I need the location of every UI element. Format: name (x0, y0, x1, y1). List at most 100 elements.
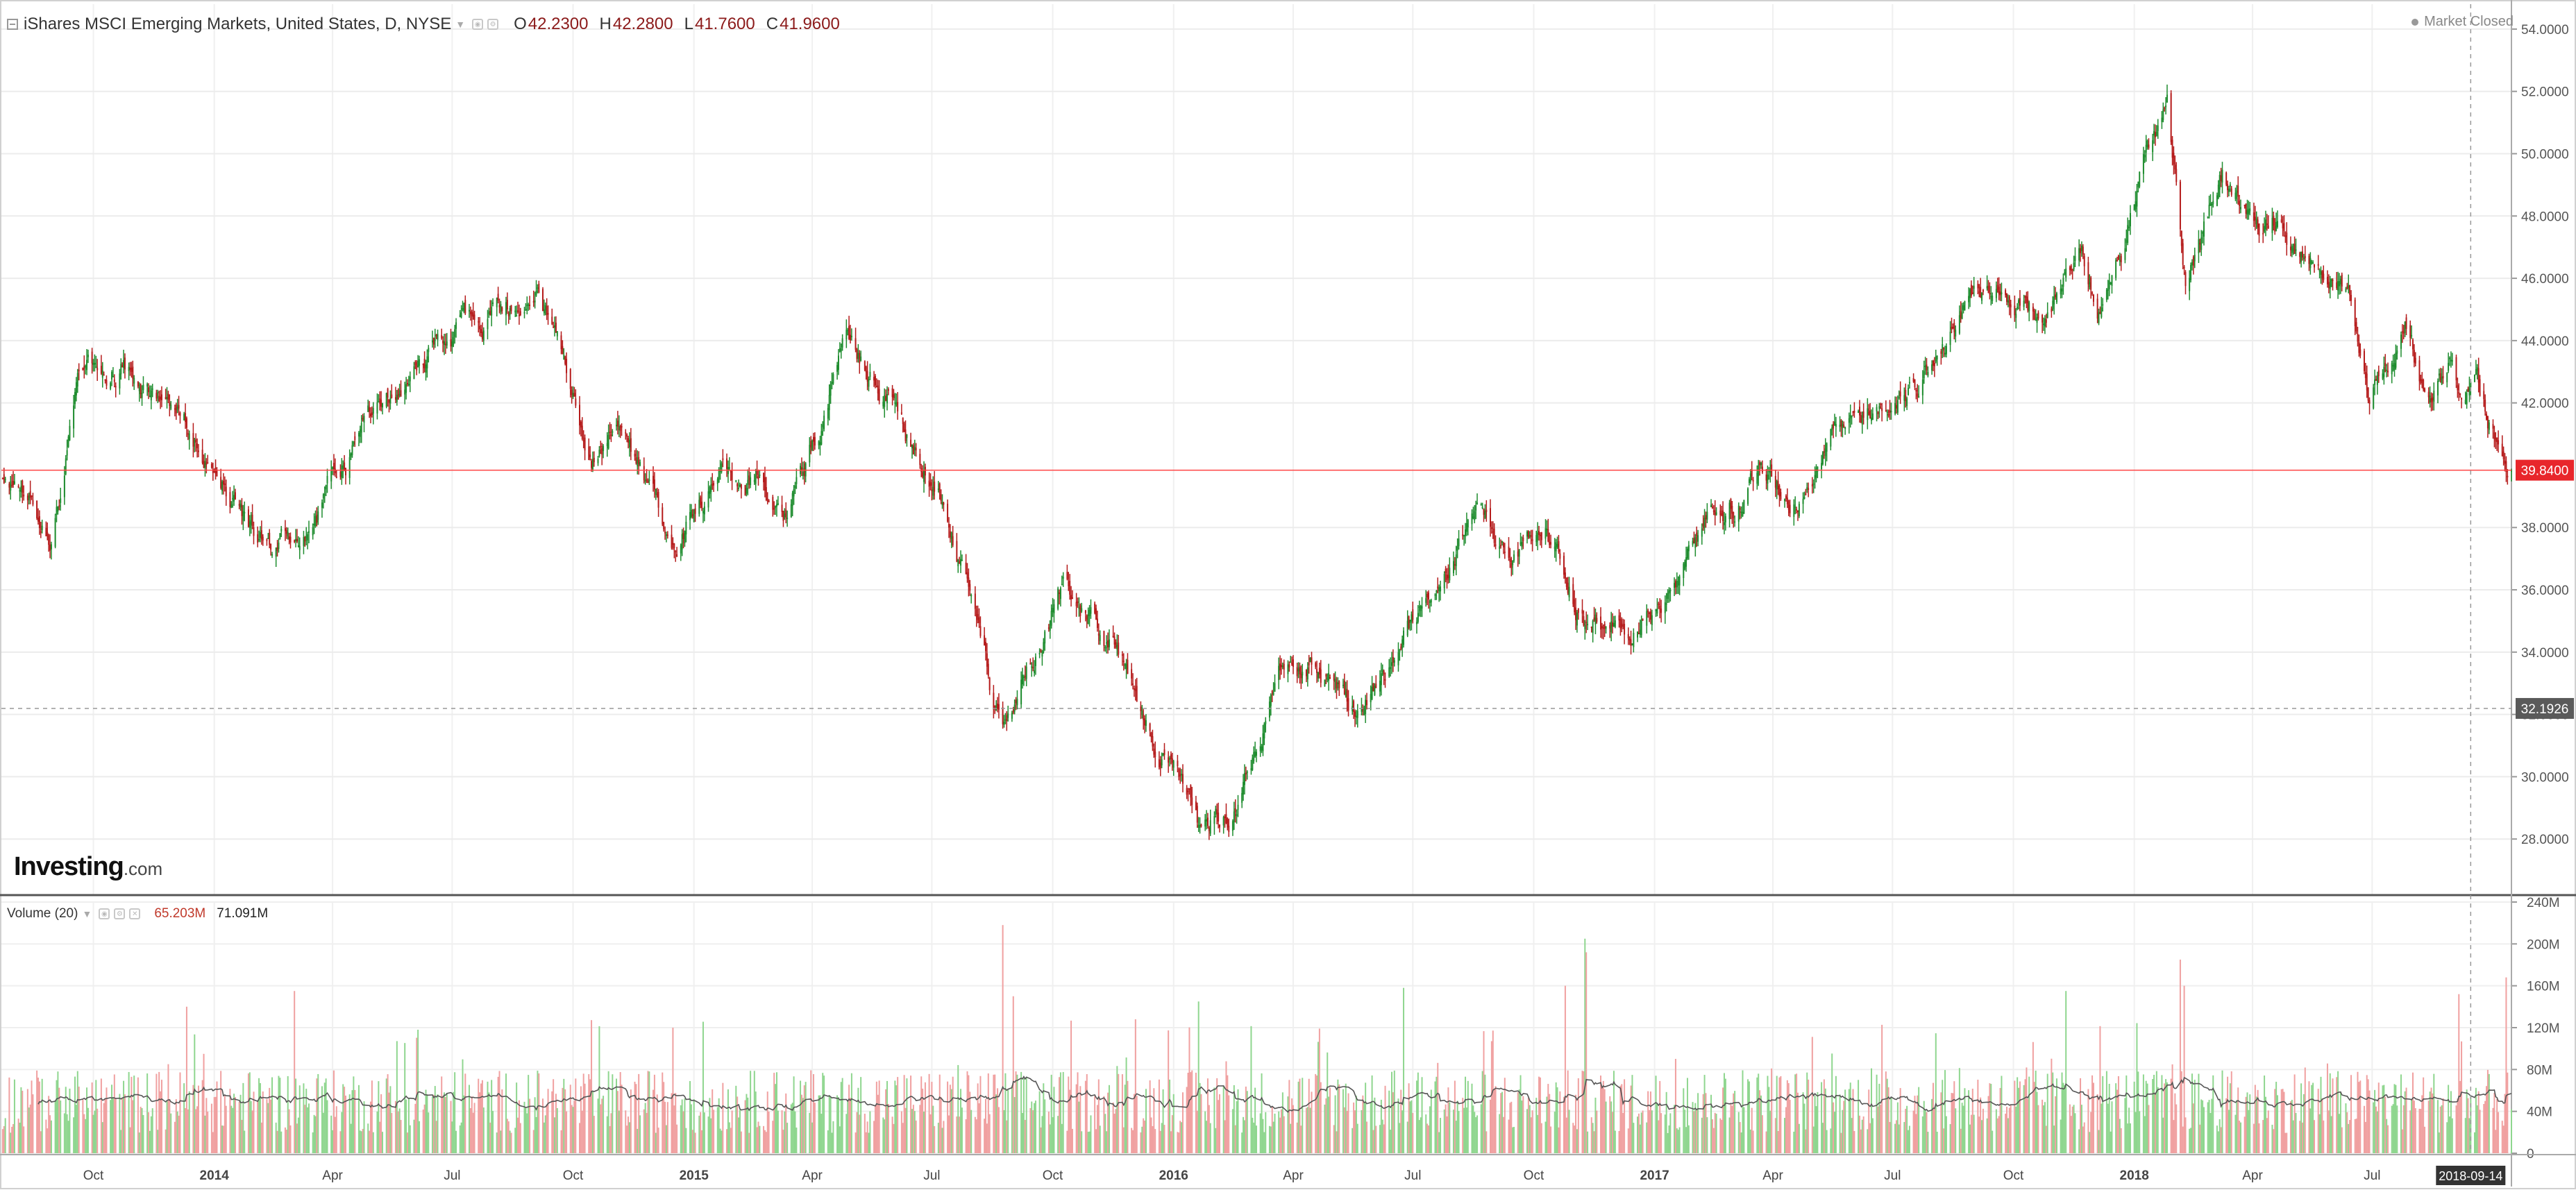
candle-body (895, 402, 898, 405)
volume-bar (1327, 1052, 1329, 1153)
volume-bar (2309, 1108, 2312, 1153)
chevron-down-icon[interactable]: ▼ (82, 908, 92, 919)
candle-body (50, 544, 52, 550)
volume-bar (2332, 1078, 2334, 1153)
volume-bar (1053, 1087, 1055, 1153)
volume-bar (1004, 1073, 1007, 1153)
candle-body (398, 394, 401, 396)
volume-bar (450, 1100, 452, 1153)
candle-body (2110, 282, 2112, 284)
volume-bar (1676, 1128, 1678, 1153)
instrument-title[interactable]: iShares MSCI Emerging Markets, United St… (24, 15, 452, 33)
volume-bar (675, 1093, 677, 1153)
volume-bar (823, 1076, 825, 1153)
candle-body (1462, 534, 1464, 536)
volume-bar (1218, 1094, 1220, 1153)
volume-bar (1474, 1112, 1476, 1153)
candle-body (1213, 816, 1215, 824)
settings-icon[interactable]: ⚙ (114, 908, 126, 919)
chevron-down-icon[interactable]: ▼ (455, 19, 466, 30)
volume-bar (1179, 1121, 1181, 1153)
volume-bar (1311, 1091, 1313, 1153)
collapse-icon[interactable] (7, 19, 18, 30)
x-tick-label: Apr (322, 1168, 343, 1183)
volume-bar (637, 1128, 639, 1153)
volume-bar (1297, 1081, 1299, 1153)
candle-body (167, 393, 169, 400)
candle-body (2061, 288, 2063, 292)
y-tick-label: 34.0000 (2521, 646, 2569, 661)
volume-bar (1889, 1121, 1891, 1153)
eye-icon[interactable]: ◉ (472, 19, 484, 30)
volume-bar (28, 1107, 30, 1153)
eye-icon[interactable]: ◉ (99, 908, 110, 919)
x-tick-label: Jul (1404, 1168, 1421, 1183)
candle-body (2451, 360, 2453, 362)
volume-bar (1456, 1100, 1458, 1153)
volume-bar (489, 1122, 491, 1153)
close-icon[interactable]: ✕ (129, 908, 141, 919)
candle-body (1421, 606, 1423, 609)
volume-bar (1213, 1087, 1215, 1153)
volume-bar (229, 1089, 231, 1153)
volume-bar (103, 1103, 105, 1153)
candle-body (1454, 564, 1456, 566)
volume-bar (83, 1114, 85, 1153)
candle-body (2024, 296, 2026, 298)
candle-body (230, 504, 233, 508)
volume-bar (1835, 1076, 1837, 1153)
candle-body (1480, 504, 1482, 506)
volume-bar (1703, 1075, 1706, 1153)
candle-body (2098, 312, 2100, 323)
candle-body (814, 436, 816, 446)
candle-body (160, 396, 162, 400)
volume-bar (591, 1020, 593, 1153)
volume-bar (2341, 1127, 2343, 1153)
candle-body (535, 290, 537, 296)
settings-icon[interactable]: ⚙ (487, 19, 499, 30)
candle-body (840, 348, 842, 352)
candle-body (1280, 665, 1282, 668)
candle-body (1555, 542, 1557, 552)
candle-body (1564, 572, 1566, 579)
candle-body (2321, 271, 2323, 279)
candle-body (459, 314, 461, 318)
volume-bar (1914, 1096, 1916, 1153)
volume-bar (1987, 1096, 1989, 1153)
volume-bar (757, 1121, 759, 1153)
volume-bar (1970, 1114, 1972, 1153)
candle-body (394, 397, 396, 400)
volume-bar (750, 1071, 752, 1153)
volume-bar (258, 1078, 260, 1153)
volume-bar (818, 1095, 820, 1153)
volume-bar (910, 1076, 912, 1153)
candle-body (1684, 561, 1686, 569)
volume-bar (1343, 1107, 1345, 1153)
candle-body (2395, 352, 2397, 368)
candle-body (2254, 216, 2256, 221)
candle-body (1612, 622, 1614, 627)
candle-body (2120, 255, 2122, 262)
candle-body (1107, 640, 1109, 648)
candle-body (1397, 652, 1399, 665)
candle-body (975, 609, 977, 618)
candle-body (1209, 820, 1211, 834)
candle-body (1188, 788, 1190, 790)
candle-body (165, 397, 167, 400)
candle-body (2323, 273, 2325, 280)
volume-tick-label: 240M (2527, 896, 2560, 910)
candle-body (2026, 296, 2028, 303)
candle-body (376, 402, 378, 414)
volume-title[interactable]: Volume (20) (7, 906, 78, 921)
candle-body (1025, 666, 1027, 679)
candle-body (782, 511, 784, 521)
volume-bar (1186, 1087, 1188, 1153)
volume-bar (2111, 1101, 2113, 1153)
candle-body (1610, 621, 1613, 633)
volume-bar (1912, 1110, 1914, 1153)
volume-bar (653, 1074, 655, 1153)
y-tick-label: 50.0000 (2521, 147, 2569, 162)
candle-body (1973, 285, 1975, 289)
